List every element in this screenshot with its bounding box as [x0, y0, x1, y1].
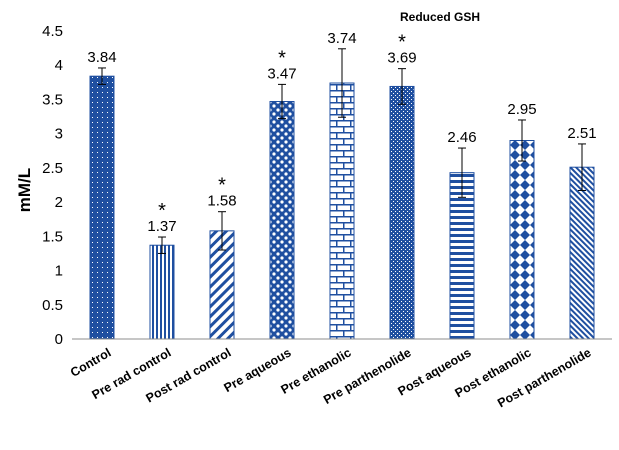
data-labels: 3.84 1.37 1.58 3.47 3.74 3.69 2.46 2.95 2.51: [87, 30, 596, 235]
y-axis-ticks: 0 0.5 1 1.5 2 2.5 3 3.5 4 4.5: [42, 23, 63, 348]
y-tick-label: 1.5: [42, 228, 63, 245]
bar: [149, 244, 175, 340]
data-label: 1.37: [147, 218, 176, 235]
significance-star: *: [218, 175, 226, 197]
data-label: 2.46: [447, 129, 476, 146]
error-bar: [338, 48, 346, 118]
bar: [569, 166, 595, 340]
significance-star: *: [158, 200, 166, 222]
y-tick-label: 0.5: [42, 297, 63, 314]
bar: [89, 75, 115, 340]
data-label: 1.58: [207, 193, 236, 210]
bar: [509, 140, 535, 340]
y-tick-label: 2: [55, 194, 63, 211]
bar: [329, 82, 355, 340]
y-tick-label: 3: [55, 126, 63, 143]
y-tick-label: 4.5: [42, 23, 63, 40]
significance-star: *: [398, 32, 406, 54]
data-label: 3.47: [267, 65, 296, 82]
y-tick-label: 2.5: [42, 160, 63, 177]
bar: [389, 85, 415, 340]
error-bar: [218, 211, 226, 251]
bars: [89, 75, 595, 340]
y-axis-label: mM/L: [15, 168, 34, 212]
y-tick-label: 1: [55, 263, 63, 280]
category-label: Control: [68, 345, 113, 379]
error-bar: [458, 147, 466, 198]
error-bars: [98, 48, 586, 254]
error-bar: [578, 143, 586, 191]
significance-markers: * * * *: [158, 32, 406, 222]
error-bar: [98, 67, 106, 85]
y-tick-label: 0: [55, 331, 63, 348]
significance-star: *: [278, 47, 286, 69]
bar: [269, 100, 295, 340]
data-label: 3.69: [387, 50, 416, 67]
error-bar: [398, 68, 406, 105]
error-bar: [518, 119, 526, 162]
y-tick-label: 3.5: [42, 91, 63, 108]
y-tick-label: 4: [55, 57, 63, 74]
error-bar: [158, 236, 166, 254]
data-label: 3.74: [327, 30, 356, 47]
data-label: 2.95: [507, 101, 536, 118]
data-label: 3.84: [87, 49, 116, 66]
chart-title: Reduced GSH: [400, 10, 480, 24]
error-bar: [278, 83, 286, 120]
data-label: 2.51: [567, 125, 596, 142]
